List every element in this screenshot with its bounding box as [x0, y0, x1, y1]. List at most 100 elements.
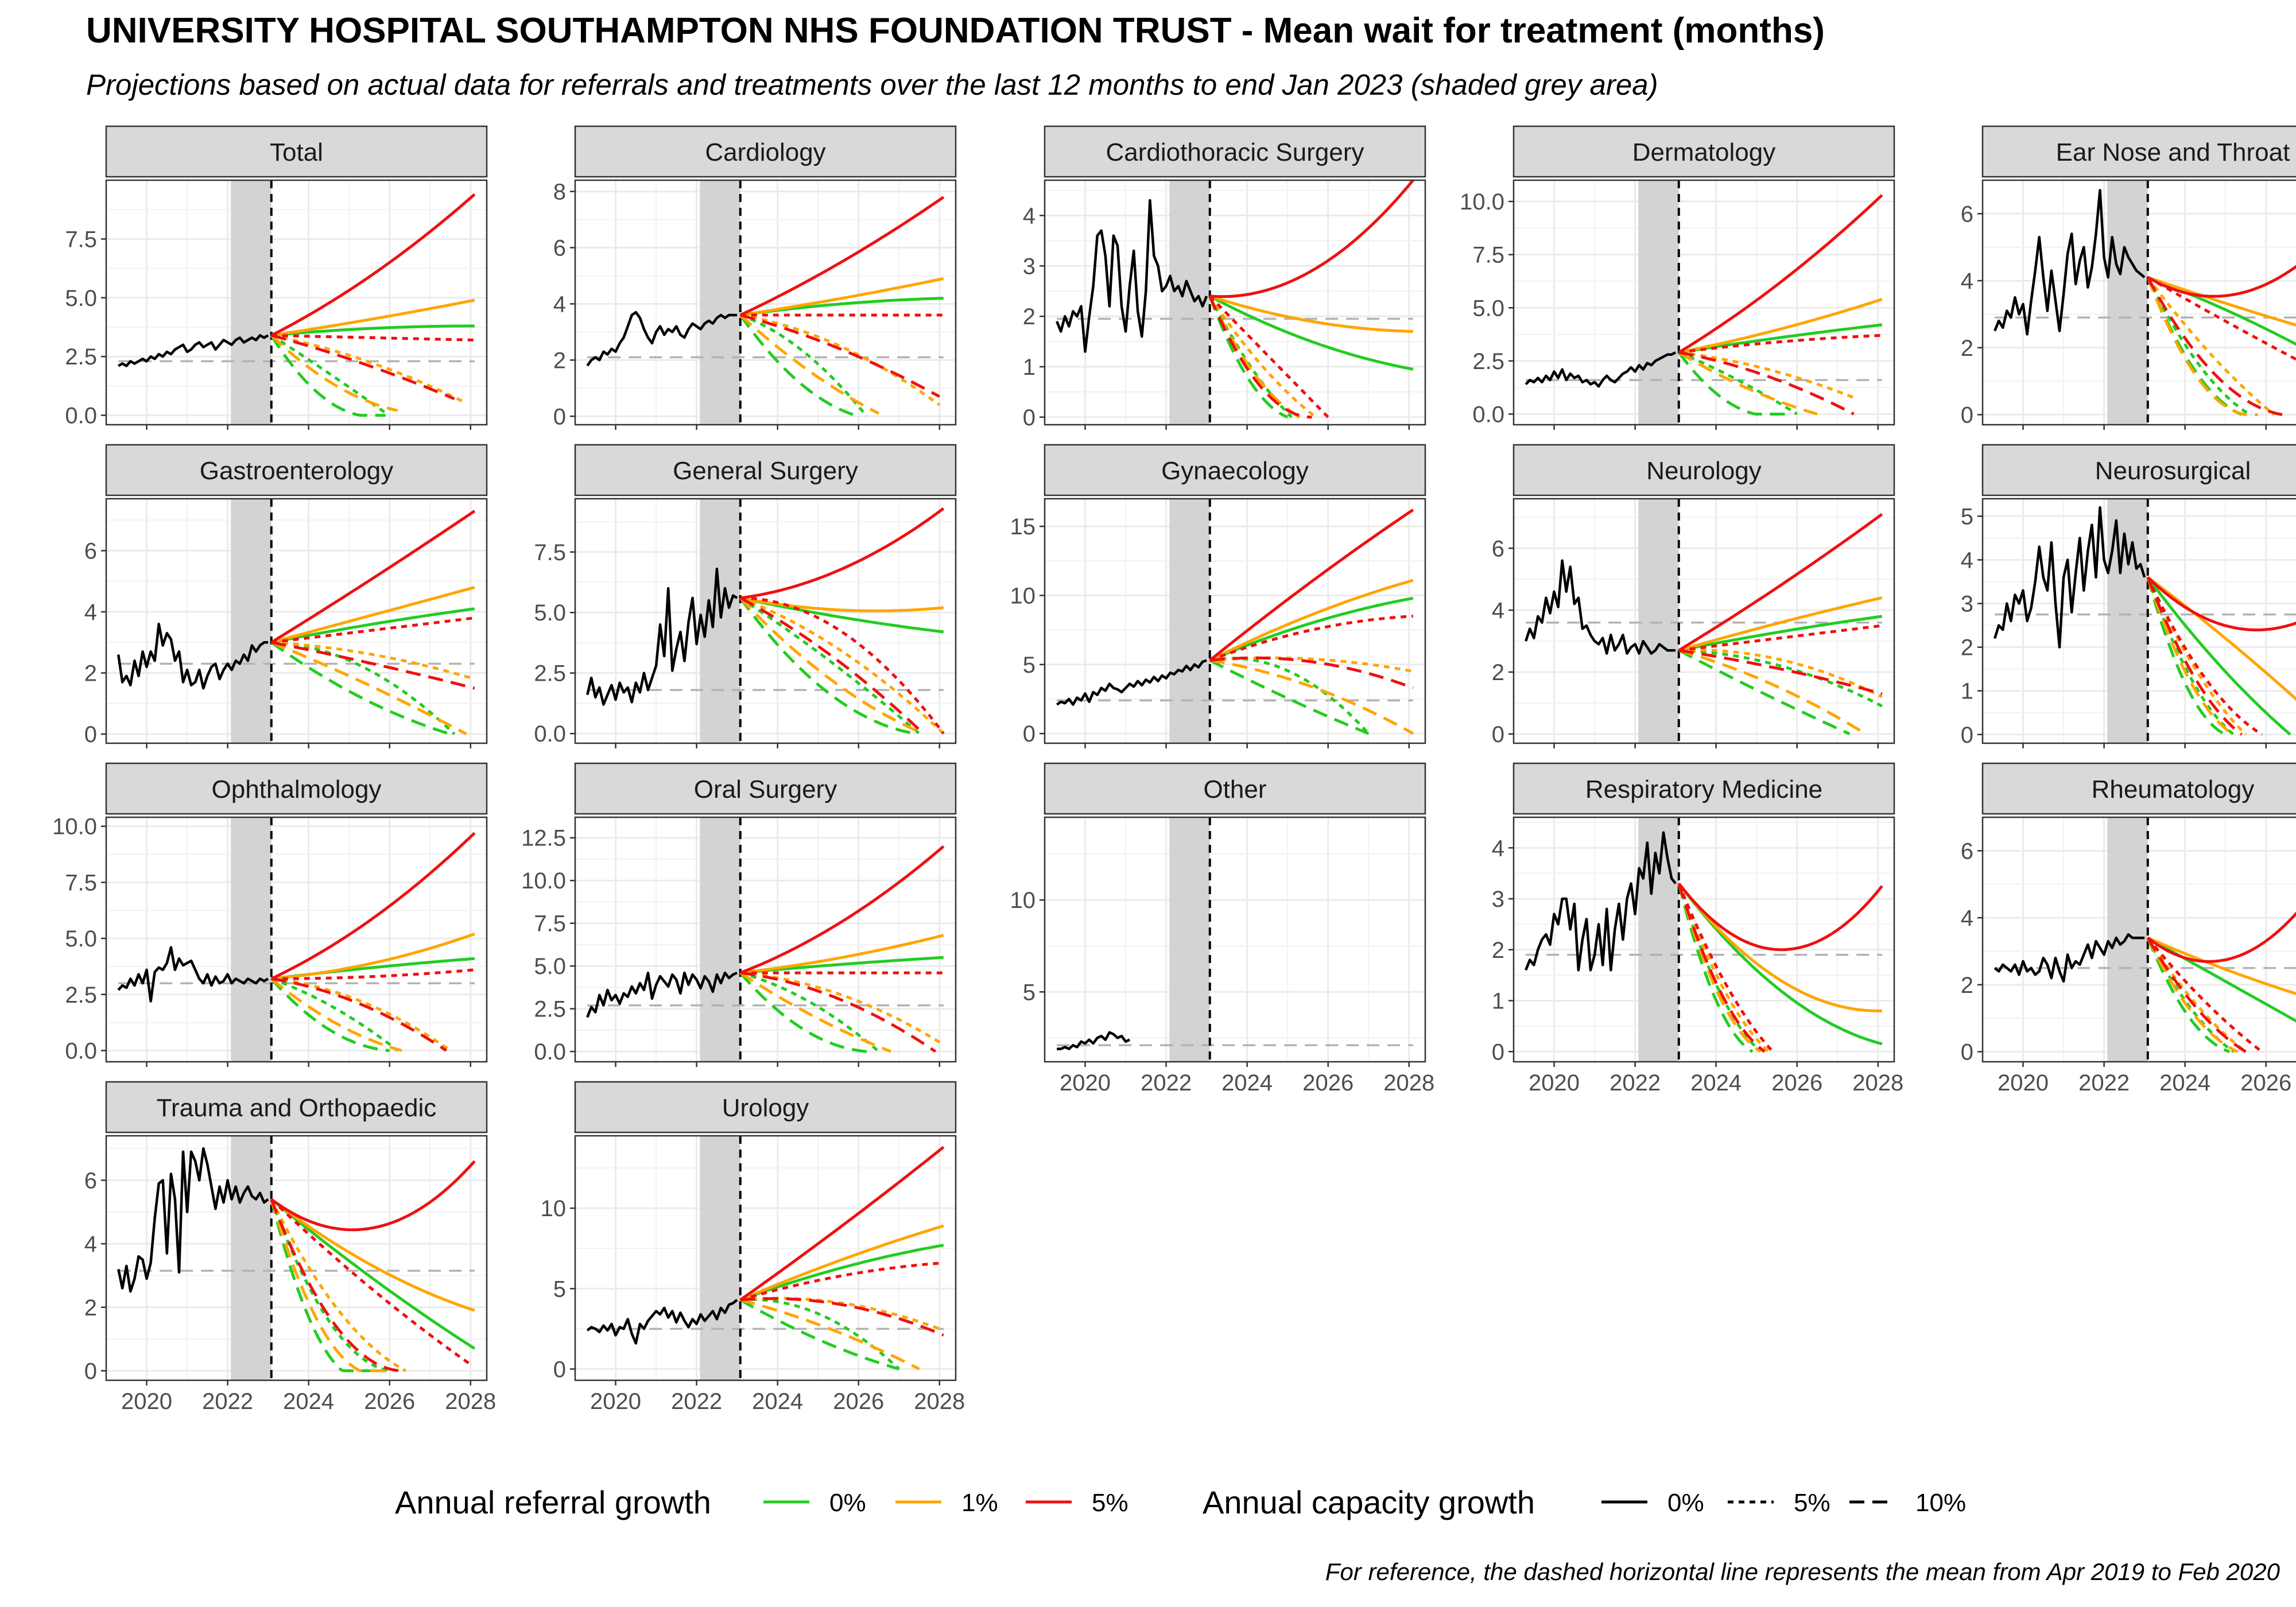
shaded-period — [700, 180, 740, 425]
y-tick-label: 1 — [1492, 989, 1504, 1014]
projection-line-ref1-cap0 — [271, 298, 475, 337]
projection-line-ref5-cap10 — [740, 313, 940, 398]
panel-title: Ear Nose and Throat — [2056, 138, 2290, 166]
legend-label-referral: 1% — [961, 1489, 998, 1517]
history-line — [1056, 199, 1208, 353]
legend-label-capacity: 10% — [1915, 1489, 1966, 1517]
legend-label-capacity: 5% — [1794, 1489, 1830, 1517]
y-tick-label: 0.0 — [534, 721, 566, 747]
shaded-period — [2107, 817, 2148, 1062]
projection-line-ref1-cap10 — [270, 334, 398, 412]
projection-line-ref0-cap10 — [1678, 649, 1851, 736]
y-tick-label: 2.5 — [65, 983, 97, 1008]
x-tick-label: 2026 — [833, 1389, 884, 1414]
panel-neurology: Neurology 0 2 4 6 — [1492, 444, 1895, 748]
panel-border — [1044, 498, 1426, 744]
projection-line-ref1-cap10 — [740, 1298, 920, 1371]
projection-line-ref0-cap5 — [739, 313, 868, 417]
projection-line-ref0-cap10 — [739, 314, 859, 418]
panel-total: Total 0.0 2.5 5.0 7.5 — [65, 125, 488, 430]
panel-strip — [105, 444, 488, 496]
history-line — [1994, 933, 2145, 983]
panel-strip — [1044, 444, 1426, 496]
projection-line-ref0-cap10 — [2146, 937, 2231, 1053]
y-tick-label: 4 — [84, 600, 97, 625]
legend-title-referral: Annual referral growth — [395, 1484, 711, 1520]
y-tick-label: 15 — [1010, 514, 1036, 539]
projection-line-ref5-cap0 — [1209, 179, 1414, 298]
y-tick-label: 0.0 — [65, 403, 97, 429]
panel-title: Trauma and Orthopaedic — [157, 1094, 437, 1122]
projection-line-ref5-cap0 — [270, 510, 476, 644]
projection-line-ref0-cap10 — [1677, 883, 1754, 1053]
plot-background — [575, 817, 956, 1062]
y-tick-label: 0 — [1961, 402, 1973, 428]
shaded-period — [231, 817, 272, 1062]
panel-border — [105, 179, 488, 426]
projection-line-ref1-cap10 — [739, 972, 891, 1053]
y-tick-label: 4 — [1961, 906, 1973, 931]
y-tick-label: 4 — [1492, 836, 1504, 861]
projection-line-ref1-cap5 — [271, 977, 451, 1052]
history-line — [586, 310, 738, 367]
y-tick-label: 5.0 — [534, 954, 566, 979]
panel-strip — [105, 762, 488, 815]
projection-line-ref5-cap10 — [1208, 296, 1312, 419]
projection-line-ref0-cap5 — [2146, 577, 2235, 736]
y-tick-label: 2 — [84, 661, 97, 686]
panel-strip — [105, 125, 488, 178]
projection-line-ref0-cap0 — [271, 607, 475, 644]
shaded-period — [1169, 817, 1210, 1062]
history-line — [1057, 1031, 1131, 1050]
history-line — [586, 1299, 738, 1345]
panel-ophthalmology: Ophthalmology 0.0 2.5 5.0 7.5 10.0 — [52, 762, 488, 1067]
y-tick-label: 2 — [84, 1295, 97, 1321]
projection-line-ref5-cap10 — [1678, 351, 1855, 416]
plot-background — [575, 1136, 956, 1380]
panel-strip — [1044, 762, 1426, 815]
y-tick-label: 0 — [553, 404, 566, 429]
panel-other: Other 5 10 2020 2022 2024 2026 2028 — [1010, 762, 1434, 1096]
y-tick-label: 0 — [553, 1357, 566, 1382]
panel-ear-nose-and-throat: Ear Nose and Throat 0 2 4 6 — [1961, 125, 2296, 430]
chart-subtitle: Projections based on actual data for ref… — [86, 68, 1658, 101]
y-tick-label: 5.0 — [65, 926, 97, 952]
x-tick-label: 2020 — [121, 1389, 172, 1414]
history-line — [1525, 559, 1676, 655]
projection-line-ref0-cap10 — [270, 977, 390, 1052]
y-tick-label: 6 — [1961, 201, 1973, 227]
projection-line-ref5-cap5 — [1209, 615, 1413, 662]
y-tick-label: 10.0 — [1460, 189, 1504, 215]
panel-title: Neurosurgical — [2095, 457, 2251, 485]
history-line — [118, 334, 269, 367]
projection-line-ref0-cap10 — [739, 972, 867, 1053]
projection-line-ref1-cap10 — [1678, 351, 1818, 416]
history-line — [1525, 831, 1677, 972]
projection-line-ref1-cap5 — [1678, 649, 1883, 698]
projection-line-ref5-cap5 — [1678, 624, 1883, 652]
y-tick-label: 2 — [553, 348, 566, 373]
projection-line-ref0-cap0 — [2146, 576, 2291, 736]
panel-border — [1512, 816, 1895, 1063]
y-tick-label: 1 — [1961, 679, 1973, 704]
y-tick-label: 2.5 — [1472, 349, 1504, 374]
y-tick-label: 2 — [1961, 635, 1973, 661]
y-tick-label: 8 — [553, 180, 566, 205]
y-tick-label: 2 — [1023, 304, 1035, 329]
panel-strip — [1981, 762, 2296, 815]
plot-background — [1045, 817, 1425, 1062]
y-tick-label: 3 — [1961, 592, 1973, 617]
panel-oral-surgery: Oral Surgery 0.0 2.5 5.0 7.5 10.0 12.5 — [521, 762, 957, 1067]
shaded-period — [1638, 817, 1679, 1062]
panel-title: Other — [1203, 775, 1266, 804]
y-tick-label: 4 — [1961, 269, 1973, 294]
x-tick-label: 2028 — [445, 1389, 496, 1414]
y-tick-label: 4 — [1492, 598, 1504, 623]
x-tick-label: 2022 — [671, 1389, 722, 1414]
projection-line-ref5-cap5 — [740, 1261, 944, 1302]
x-tick-label: 2020 — [590, 1389, 641, 1414]
y-tick-label: 10.0 — [521, 868, 566, 894]
y-tick-label: 6 — [84, 1168, 97, 1193]
panel-title: General Surgery — [673, 457, 858, 485]
panel-border — [574, 498, 957, 744]
